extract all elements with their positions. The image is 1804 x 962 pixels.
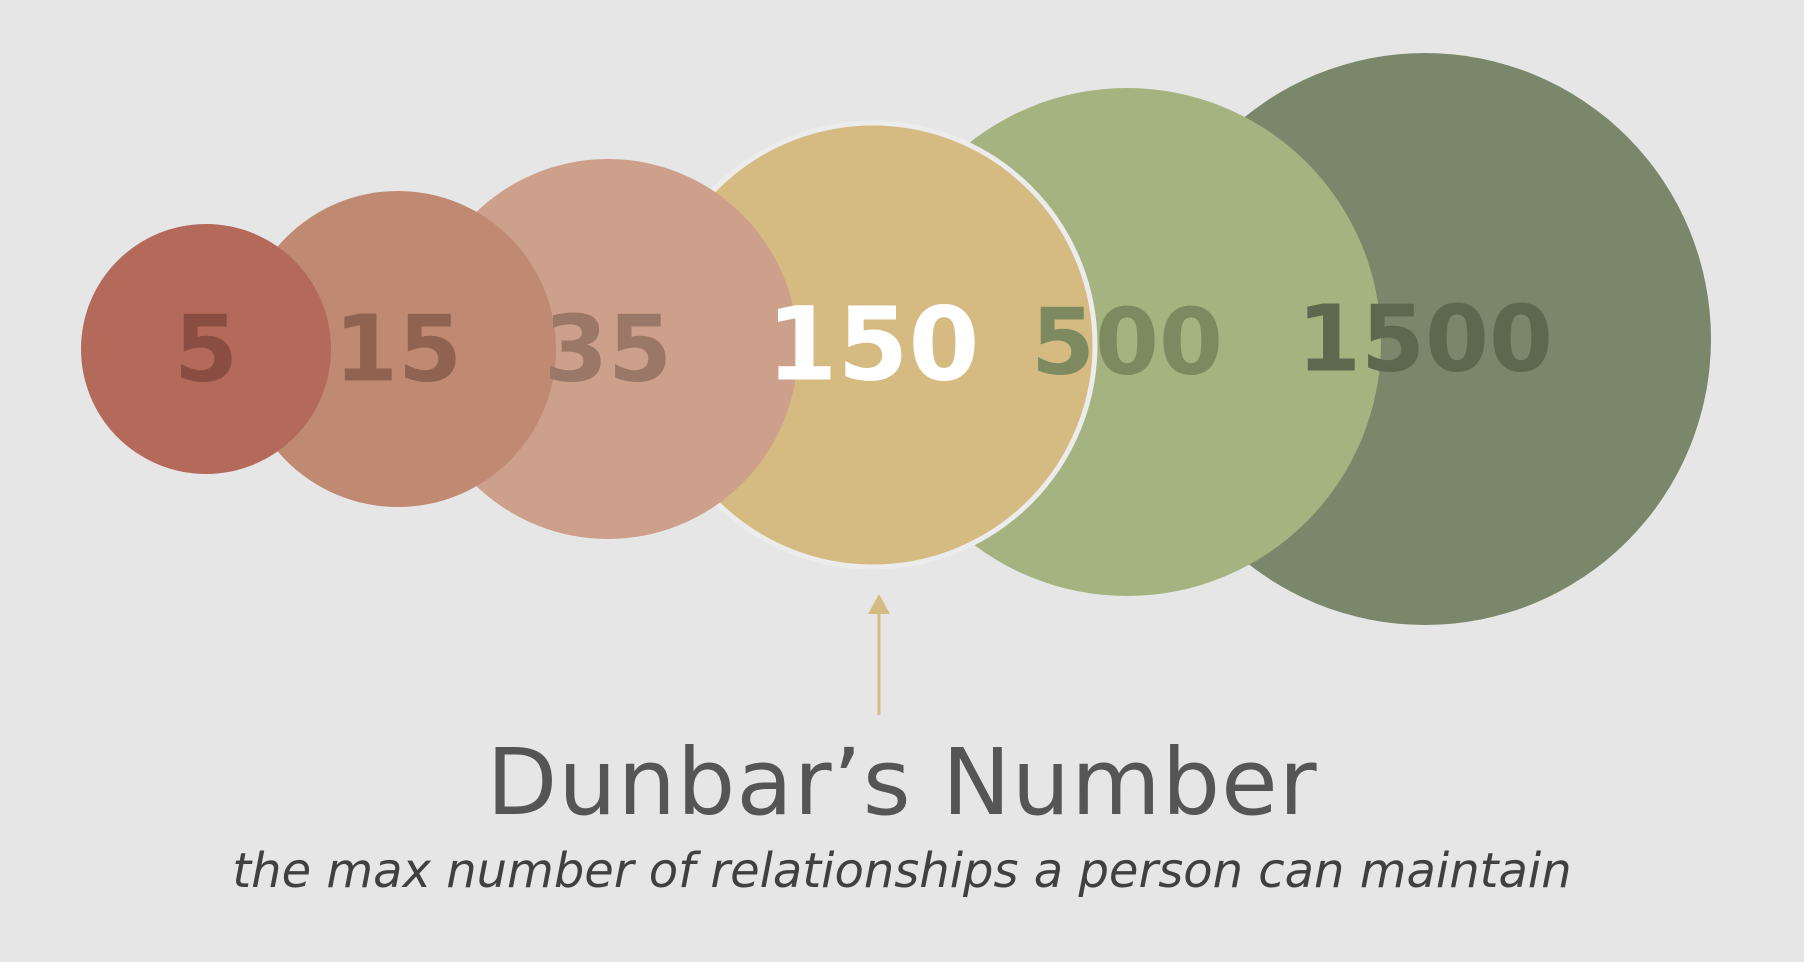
diagram-subtitle: the max number of relationships a person… <box>232 843 1572 899</box>
circle-label-500: 500 <box>1031 289 1223 396</box>
circle-label-35: 35 <box>544 296 672 403</box>
circle-label-1500: 1500 <box>1297 286 1553 393</box>
circle-label-150: 150 <box>767 286 980 405</box>
diagram-title: Dunbar’s Number <box>486 729 1318 836</box>
circle-5 <box>81 224 331 474</box>
circle-15 <box>240 191 556 507</box>
circle-label-15: 15 <box>334 296 462 403</box>
circle-label-5: 5 <box>174 296 238 403</box>
